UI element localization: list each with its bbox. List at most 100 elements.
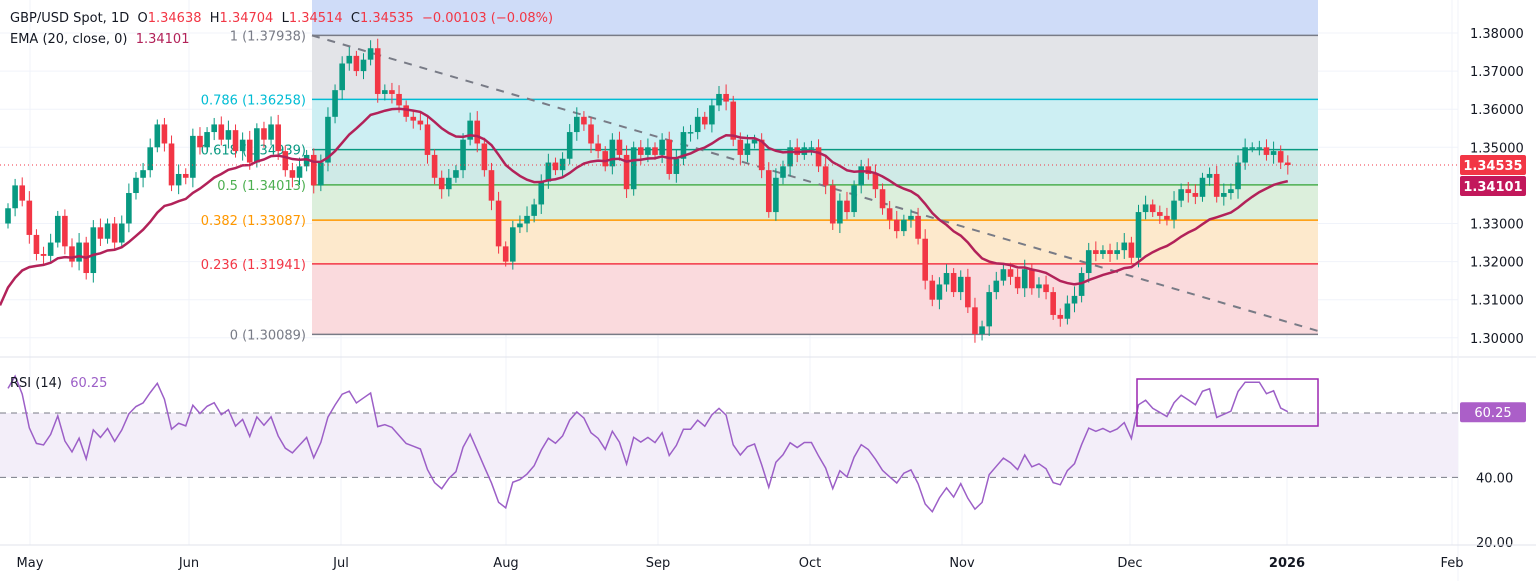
candle — [609, 133, 616, 175]
candle-body — [524, 215, 530, 224]
candle-body — [616, 139, 623, 155]
candle — [161, 117, 168, 152]
candle — [929, 274, 936, 307]
candle — [1107, 243, 1113, 262]
candle — [232, 124, 239, 158]
candle — [353, 50, 360, 77]
candle — [1221, 183, 1227, 206]
candle-body — [282, 151, 289, 171]
time-tick-label: Oct — [799, 556, 821, 571]
fib-band-1 — [312, 35, 1318, 100]
candle-body — [737, 139, 744, 155]
candle-body — [687, 132, 694, 134]
symbol-name[interactable]: GBP/USD Spot, 1D — [10, 11, 130, 26]
candle — [133, 172, 139, 200]
candle — [268, 116, 274, 146]
candle-body — [275, 124, 281, 152]
candle — [1043, 275, 1049, 300]
candle-body — [339, 63, 345, 91]
candle — [822, 156, 829, 195]
candle-body — [1164, 215, 1170, 220]
price-tick-label: 1.36000 — [1470, 103, 1524, 118]
candle — [965, 268, 971, 314]
candle-body — [1071, 295, 1078, 304]
candle — [545, 153, 552, 189]
candle — [467, 112, 473, 146]
candle-body — [296, 166, 303, 178]
ema-badge: 1.34101 — [1463, 180, 1522, 195]
candle-body — [1000, 269, 1007, 281]
candle-body — [40, 253, 47, 256]
candle-body — [837, 200, 843, 224]
candle-body — [1050, 292, 1056, 315]
candle — [488, 162, 495, 211]
candle — [261, 121, 267, 148]
candle-body — [453, 170, 459, 178]
high-value: 1.34704 — [219, 11, 274, 26]
candle-body — [886, 208, 893, 220]
time-tick-label: Nov — [949, 556, 975, 571]
low-label: L — [281, 11, 289, 26]
candle — [1213, 165, 1220, 203]
candle-body — [787, 147, 793, 167]
candle-body — [474, 120, 481, 144]
candle-body — [1149, 204, 1156, 213]
candle-body — [1256, 147, 1263, 149]
candle — [1192, 184, 1199, 205]
time-tick-label: 2026 — [1269, 556, 1305, 571]
candle — [1135, 204, 1142, 268]
candle — [808, 140, 815, 156]
candle — [602, 146, 609, 172]
change-value: −0.00103 (−0.08%) — [421, 11, 554, 26]
candle-body — [26, 200, 33, 235]
fib-label-1: 1 (1.37938) — [230, 29, 306, 44]
candle — [97, 218, 104, 246]
candle-body — [829, 185, 836, 224]
candle — [1178, 183, 1184, 208]
candle — [765, 162, 772, 218]
open-label: O — [137, 11, 148, 26]
candle — [1114, 242, 1120, 260]
candle — [1014, 268, 1021, 294]
ema-label[interactable]: EMA (20, close, 0) — [10, 32, 128, 47]
candle — [957, 270, 964, 301]
candle-body — [239, 139, 246, 152]
candle — [1057, 308, 1064, 327]
candle-body — [62, 215, 68, 247]
candle-body — [1107, 250, 1113, 254]
rsi-badge: 60.25 — [1474, 406, 1511, 421]
candle-body — [1057, 314, 1064, 319]
candle-body — [581, 116, 587, 125]
candle — [595, 134, 601, 159]
candle — [915, 207, 921, 245]
candle — [566, 124, 573, 165]
candle-body — [1221, 193, 1227, 197]
candle-body — [915, 215, 921, 239]
candle — [1270, 141, 1277, 164]
candle-body — [716, 93, 722, 106]
candle — [922, 229, 928, 290]
candle — [69, 238, 75, 268]
candle-body — [360, 59, 367, 72]
candle — [26, 191, 33, 244]
candle — [552, 157, 559, 176]
candle-body — [111, 223, 118, 243]
candle-body — [609, 139, 616, 167]
candle — [531, 198, 537, 223]
candle-body — [630, 147, 637, 190]
candle — [325, 107, 331, 172]
candle — [687, 124, 694, 142]
candle-body — [353, 55, 360, 72]
candle — [147, 138, 153, 178]
candle-body — [1199, 177, 1206, 197]
candle-body — [502, 246, 509, 262]
candle — [204, 127, 210, 153]
candle-body — [460, 139, 466, 171]
candle-body — [538, 181, 545, 205]
candle-body — [545, 162, 552, 182]
candle — [1050, 287, 1056, 320]
candle — [62, 209, 68, 255]
rsi-label[interactable]: RSI (14) — [10, 376, 62, 391]
candle-body — [936, 284, 943, 300]
